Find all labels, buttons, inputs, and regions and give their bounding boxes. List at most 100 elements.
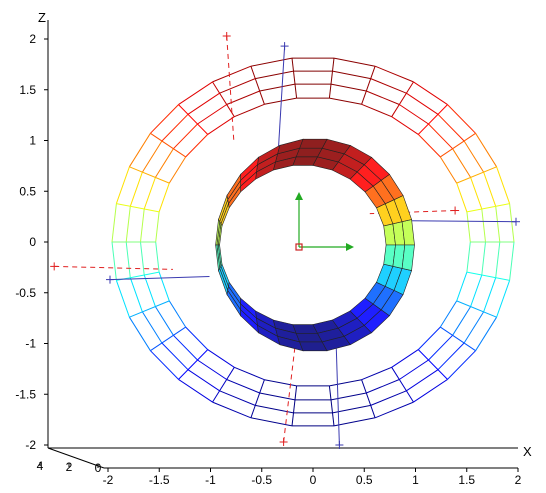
ring-edge	[125, 241, 131, 278]
ring-edge	[391, 116, 419, 135]
ring-edge	[361, 103, 392, 118]
ring-edge	[463, 311, 485, 344]
ring-edge	[234, 366, 265, 381]
ring-edge	[399, 359, 429, 380]
ring-edge	[406, 369, 439, 392]
ring-edge	[509, 241, 515, 281]
ring-spoke	[391, 81, 414, 117]
ring-edge	[207, 349, 235, 368]
origin-marker	[295, 243, 303, 251]
x-tick-label: 1.5	[458, 473, 475, 487]
ring-spoke	[250, 66, 265, 105]
ring-edge	[470, 177, 483, 210]
ring-edge	[143, 274, 156, 307]
connector-line	[409, 220, 517, 223]
ring-edge	[125, 206, 131, 243]
ring-edge	[264, 97, 297, 105]
ring-edge	[158, 271, 170, 302]
z-axis-label: Z	[38, 10, 46, 25]
ring-edge	[332, 404, 371, 414]
ring-edge	[128, 133, 151, 168]
z-tick-label: -2	[25, 438, 36, 452]
x-arrow-head	[346, 243, 354, 251]
ring-spoke	[456, 166, 497, 184]
ring-edge	[481, 208, 486, 243]
ring-edge	[439, 156, 458, 184]
ring-edge	[463, 140, 485, 173]
ring-spoke	[361, 66, 376, 105]
ring-edge	[207, 116, 235, 135]
frame-axes	[295, 192, 354, 251]
ring-edge	[370, 390, 407, 406]
ring-edge	[456, 271, 468, 302]
ring-edge	[437, 342, 465, 371]
ring-edge	[178, 81, 213, 106]
ring-edge	[428, 123, 453, 150]
ring-edge	[406, 92, 439, 115]
connector-line	[335, 348, 340, 446]
ring-spoke	[129, 166, 170, 184]
x-tick-label: -2	[103, 473, 114, 487]
y-ticks: 0 2 4	[37, 459, 102, 475]
ring-edge	[495, 241, 501, 278]
ring-edge	[330, 392, 367, 401]
ring-edge	[264, 379, 297, 387]
ring-edge	[374, 401, 414, 419]
ring-edge	[259, 392, 296, 401]
connector-line	[54, 265, 173, 270]
ring-edge	[447, 350, 476, 380]
ring-edge	[155, 211, 160, 243]
ring-edge	[141, 311, 163, 344]
ring-edge	[399, 104, 429, 125]
x-tick-label: 0	[310, 473, 317, 487]
ring-edge	[417, 326, 441, 350]
ring-edge	[185, 326, 209, 350]
z-tick-label: -1.5	[15, 387, 36, 401]
ring-edge	[129, 171, 143, 207]
ring-edge	[447, 104, 476, 134]
ring-edge	[417, 134, 441, 158]
ring-edge	[332, 70, 371, 80]
ring-edge	[178, 378, 213, 403]
ring-spoke	[291, 58, 298, 99]
ring-edge	[391, 349, 419, 368]
y-tick-label: 2	[66, 460, 73, 474]
ring-edge	[161, 113, 189, 142]
ring-spoke	[466, 203, 510, 213]
ring-face	[401, 244, 415, 271]
inner-shaded-ring	[215, 138, 415, 352]
connector-lines	[50, 32, 520, 449]
ring-spoke	[150, 326, 186, 352]
ring-edge	[140, 208, 145, 243]
y-axis-line	[47, 447, 105, 469]
ring-edge	[173, 123, 198, 150]
z-tick-label: 0	[29, 235, 36, 249]
ring-edge	[111, 241, 117, 281]
ring-edge	[437, 113, 465, 142]
ring-spoke	[116, 203, 160, 213]
ring-edge	[155, 241, 160, 273]
ring-edge	[329, 97, 362, 105]
x-tick-label: 0.5	[356, 473, 373, 487]
ring-edge	[366, 90, 400, 105]
ring-spoke	[178, 104, 209, 135]
z-tick-label: 1	[29, 134, 36, 148]
connector-line	[278, 46, 286, 148]
ring-spoke	[440, 326, 476, 352]
ring-edge	[197, 359, 227, 380]
ring-edge	[187, 369, 220, 392]
y-tick-label: 4	[37, 459, 44, 473]
ring-edge	[234, 103, 265, 118]
ring-edge	[143, 177, 156, 210]
z-tick-label: -0.5	[15, 286, 36, 300]
ring-edge	[111, 203, 117, 243]
ring-edge	[466, 241, 471, 273]
outer-wireframe-ring	[111, 57, 515, 427]
ring-edge	[141, 140, 163, 173]
ring-edge	[173, 334, 198, 361]
ring-edge	[255, 70, 294, 80]
ring-edge	[452, 306, 472, 336]
ring-edge	[475, 316, 498, 351]
ring-spoke	[328, 58, 335, 99]
